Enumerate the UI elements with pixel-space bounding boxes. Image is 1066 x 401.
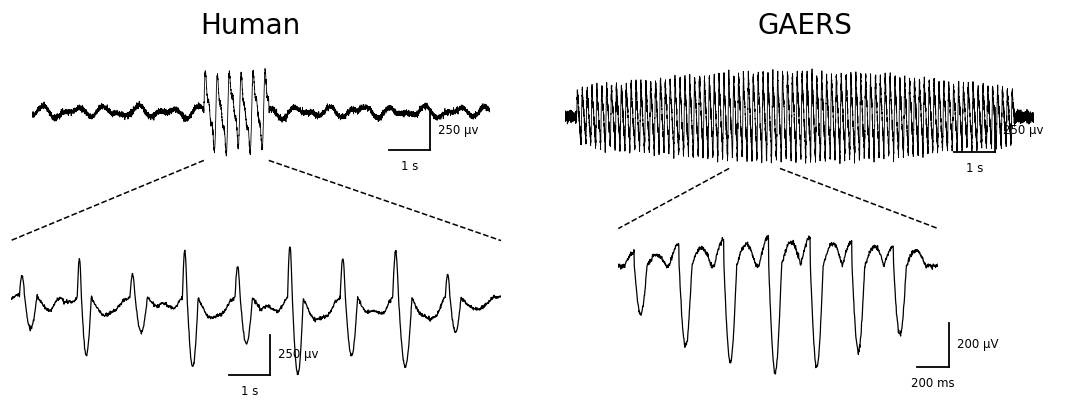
Text: GAERS: GAERS xyxy=(757,12,853,40)
Text: Human: Human xyxy=(200,12,301,40)
Text: 1 s: 1 s xyxy=(241,385,258,398)
Text: 200 ms: 200 ms xyxy=(911,377,954,390)
Text: 200 μV: 200 μV xyxy=(957,338,999,351)
Text: 250 μv: 250 μv xyxy=(438,124,479,137)
Text: 1 s: 1 s xyxy=(401,160,418,173)
Text: 1 s: 1 s xyxy=(966,162,983,175)
Text: 250 μv: 250 μv xyxy=(278,348,319,361)
Text: 250 μv: 250 μv xyxy=(1003,124,1044,137)
